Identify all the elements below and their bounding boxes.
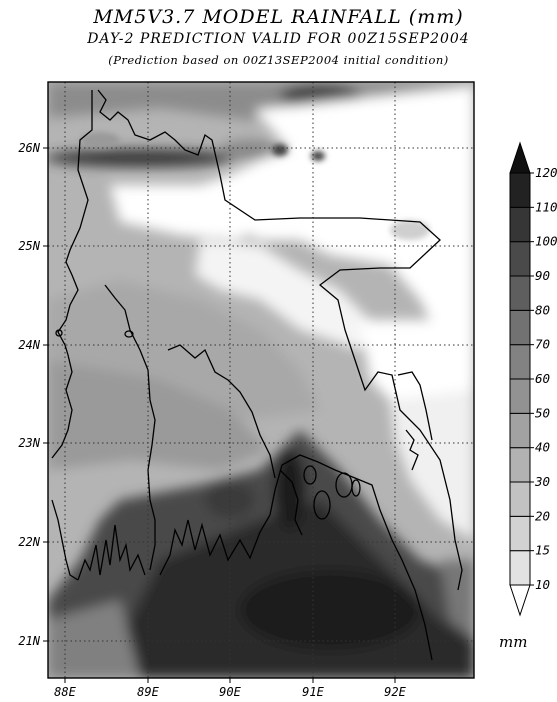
map-note: (Prediction based on 00Z13SEP2004 initia… xyxy=(108,53,449,67)
colorbar-label: 90 xyxy=(535,268,550,283)
lat-label-23n: 23N xyxy=(18,436,40,450)
colorbar-swatch xyxy=(509,172,531,208)
map-frame xyxy=(47,81,475,679)
colorbar-label: 10 xyxy=(535,577,550,592)
lat-label-26n: 26N xyxy=(18,141,40,155)
colorbar-label: 100 xyxy=(535,234,557,249)
lat-label-25n: 25N xyxy=(18,239,40,253)
colorbar-extend-low xyxy=(509,584,531,617)
map-title: MM5V3.7 MODEL RAINFALL (mm) xyxy=(93,6,464,28)
colorbar-unit: mm xyxy=(499,633,528,651)
colorbar-label: 80 xyxy=(535,302,550,317)
coastline xyxy=(51,89,463,661)
lat-label-21n: 21N xyxy=(18,634,40,648)
lat-label-24n: 24N xyxy=(18,338,40,352)
colorbar-swatch xyxy=(509,275,531,311)
lon-label-88e: 88E xyxy=(54,685,76,699)
colorbar-swatch xyxy=(509,206,531,243)
colorbar-label: 60 xyxy=(535,371,550,386)
rainfall-field xyxy=(48,82,474,678)
lon-label-90e: 90E xyxy=(219,685,241,699)
graticule xyxy=(48,82,474,678)
lon-label-89e: 89E xyxy=(137,685,159,699)
colorbar-swatch xyxy=(509,550,531,586)
colorbar-label: 50 xyxy=(535,405,550,420)
lat-label-22n: 22N xyxy=(18,535,40,549)
colorbar-swatch xyxy=(509,378,531,414)
colorbar-label: 70 xyxy=(535,337,550,352)
axis-ticks xyxy=(43,147,396,683)
colorbar-label: 40 xyxy=(535,440,550,455)
colorbar-swatch xyxy=(509,309,531,346)
colorbar-extend-high xyxy=(509,141,531,174)
map-subtitle: DAY-2 PREDICTION VALID FOR 00Z15SEP2004 xyxy=(87,31,470,47)
lon-label-92e: 92E xyxy=(384,685,406,699)
colorbar: 10 15 20 30 40 50 60 70 80 90 100 110 120 xyxy=(509,141,557,617)
colorbar-label: 110 xyxy=(535,199,557,214)
colorbar-label: 30 xyxy=(534,474,550,489)
colorbar-label: 15 xyxy=(535,543,550,558)
lon-label-91e: 91E xyxy=(302,685,324,699)
colorbar-label: 120 xyxy=(535,165,557,180)
colorbar-swatch xyxy=(509,515,531,552)
colorbar-label: 20 xyxy=(535,508,550,523)
colorbar-swatch xyxy=(509,241,531,277)
colorbar-swatch xyxy=(509,344,531,380)
colorbar-swatch xyxy=(509,481,531,517)
colorbar-swatch xyxy=(509,447,531,483)
colorbar-swatch xyxy=(509,412,531,449)
